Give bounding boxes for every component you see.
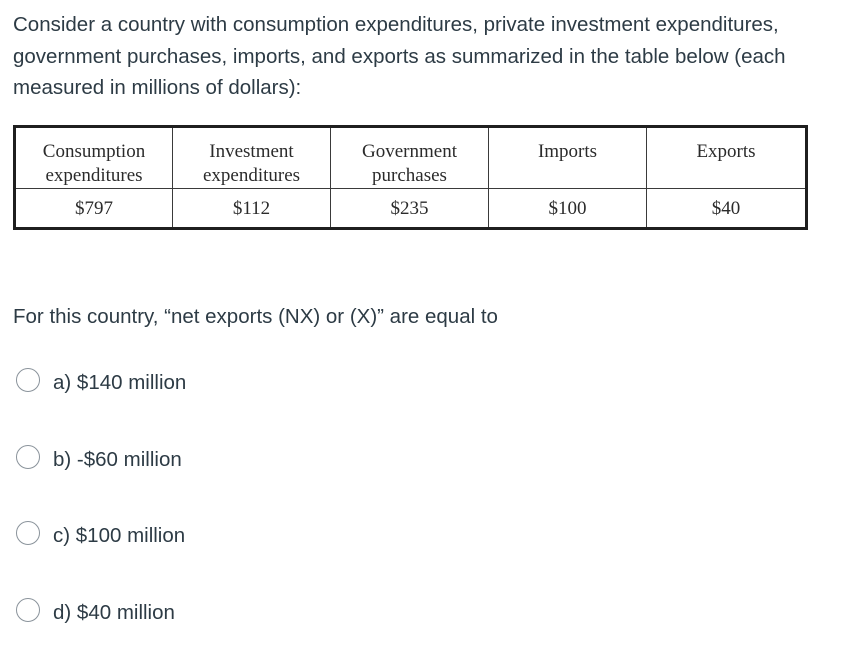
- table-header-row: Consumption expenditures Investment expe…: [14, 126, 807, 189]
- header-exports: Exports: [646, 126, 807, 189]
- question-text: For this country, “net exports (NX) or (…: [13, 305, 498, 328]
- question-intro-text: Consider a country with consumption expe…: [13, 13, 786, 99]
- table-row: $797 $112 $235 $100 $40: [14, 188, 807, 229]
- header-investment: Investment expenditures: [172, 126, 331, 189]
- answer-option-b[interactable]: b) -$60 million: [16, 441, 182, 473]
- cell-investment: $112: [172, 188, 331, 229]
- expenditure-table: Consumption expenditures Investment expe…: [13, 125, 808, 230]
- answer-label-c: c) $100 million: [53, 524, 186, 547]
- cell-consumption: $797: [14, 188, 173, 229]
- cell-imports: $100: [488, 188, 647, 229]
- radio-button-c[interactable]: [16, 521, 40, 545]
- answer-option-c[interactable]: c) $100 million: [16, 517, 185, 549]
- radio-button-d[interactable]: [16, 598, 40, 622]
- header-imports: Imports: [488, 126, 647, 189]
- radio-button-b[interactable]: [16, 445, 40, 469]
- answer-label-b: b) -$60 million: [53, 448, 182, 471]
- answer-label-d: d) $40 million: [53, 601, 175, 624]
- answer-label-a: a) $140 million: [53, 371, 187, 394]
- answer-option-d[interactable]: d) $40 million: [16, 594, 175, 626]
- cell-exports: $40: [646, 188, 807, 229]
- answer-option-a[interactable]: a) $140 million: [16, 364, 186, 396]
- header-government: Government purchases: [330, 126, 489, 189]
- cell-government: $235: [330, 188, 489, 229]
- radio-button-a[interactable]: [16, 368, 40, 392]
- header-consumption: Consumption expenditures: [14, 126, 173, 189]
